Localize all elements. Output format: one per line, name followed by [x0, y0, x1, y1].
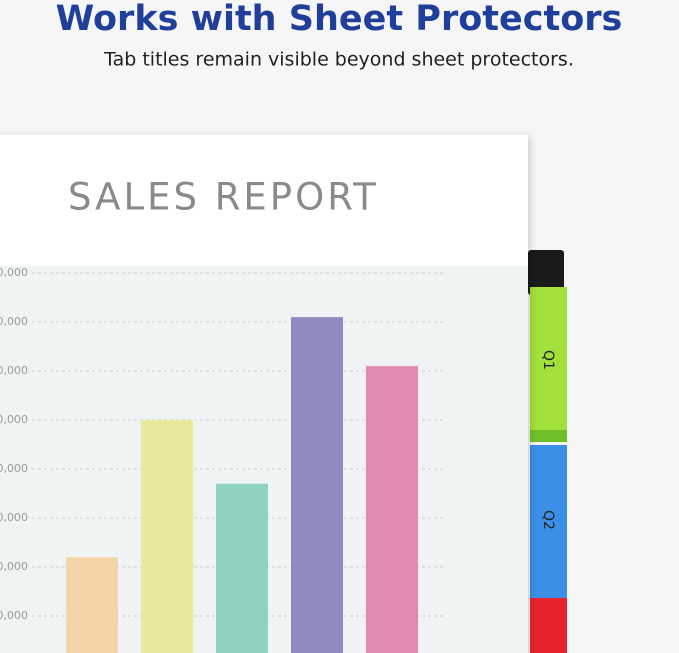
y-tick-label: 0,000	[0, 560, 28, 573]
y-tick-label: 0,000	[0, 413, 28, 426]
subheadline: Tab titles remain visible beyond sheet p…	[103, 49, 574, 71]
y-tick-label: 0,000	[0, 511, 28, 524]
y-tick-label: 0,000	[0, 364, 28, 377]
bar	[216, 483, 268, 653]
tab-blue	[530, 445, 567, 598]
y-tick-label: 0,000	[0, 462, 28, 475]
tab-label: Q1	[540, 350, 556, 370]
tab-red	[530, 598, 567, 653]
bar	[141, 420, 193, 653]
report-title: SALES REPORT	[68, 176, 379, 219]
y-tick-label: 0,000	[0, 609, 28, 622]
bar	[366, 366, 418, 653]
y-tick-label: 0,000	[0, 315, 28, 328]
tab-green-edge	[530, 430, 567, 442]
y-tick-label: 0,000	[0, 266, 28, 279]
bar	[291, 317, 343, 653]
bar	[66, 557, 118, 653]
binder-edge	[528, 250, 564, 295]
tab-green	[530, 287, 567, 442]
tab-label: Q2	[540, 510, 556, 530]
chart: 0,000 0,000 0,000 0,000 0,000 0,000 0,000 0,000	[0, 266, 446, 653]
headline: Works with Sheet Protectors	[56, 0, 623, 39]
